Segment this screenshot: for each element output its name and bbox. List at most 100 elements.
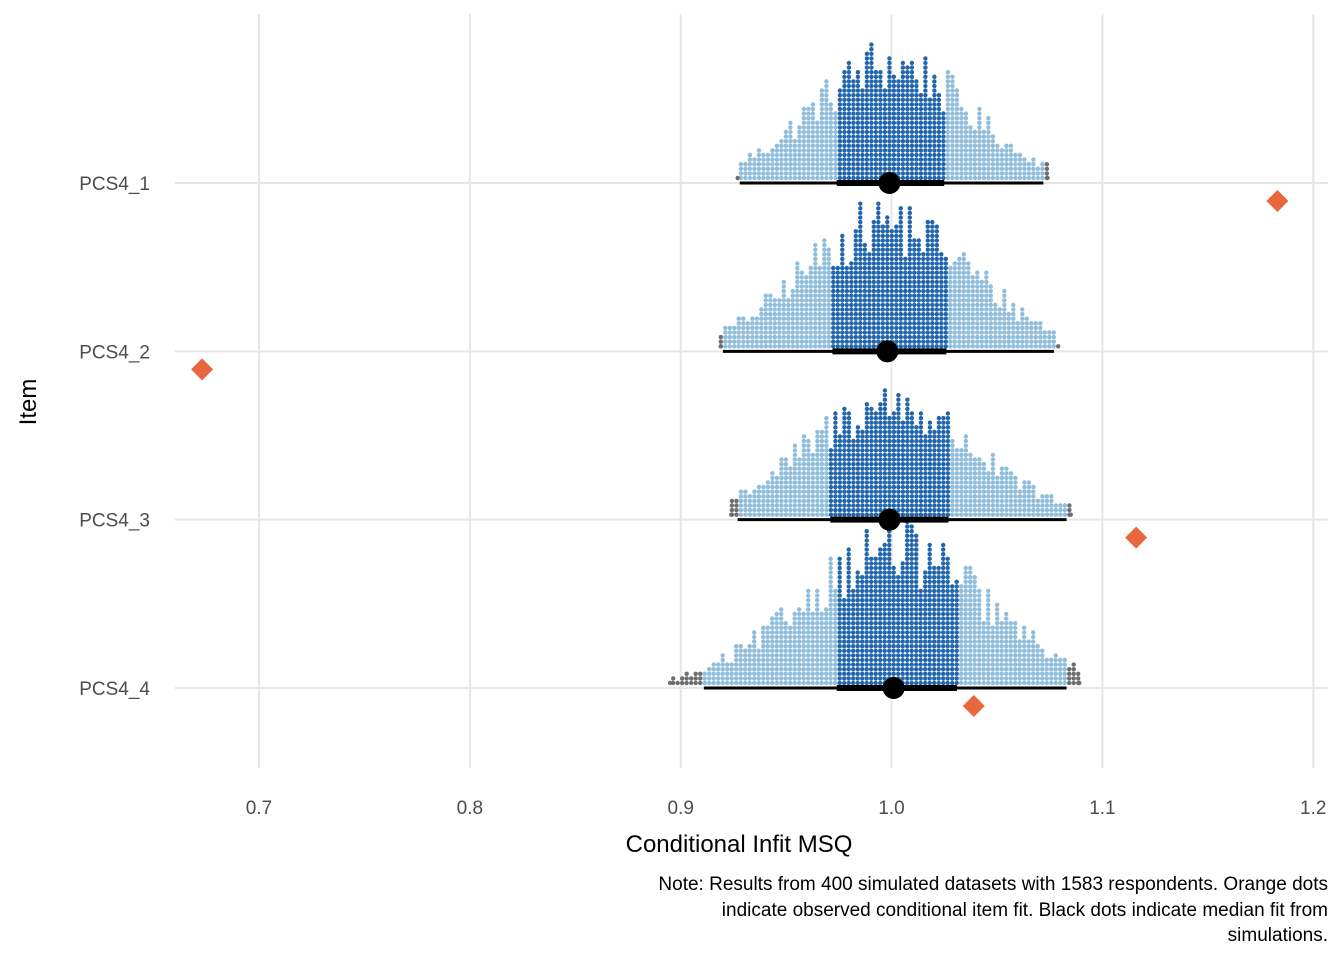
- sim-dot: [878, 634, 883, 640]
- sim-dot: [914, 120, 919, 126]
- sim-dot: [813, 265, 818, 271]
- sim-dot: [923, 634, 928, 640]
- sim-dot: [954, 639, 959, 644]
- sim-dot: [864, 148, 870, 153]
- sim-dot: [887, 565, 892, 571]
- sim-dot: [837, 625, 842, 630]
- sim-dot: [905, 621, 910, 626]
- sim-dot: [912, 339, 917, 344]
- sim-dot: [918, 111, 924, 116]
- sim-dot: [1031, 676, 1036, 681]
- sim-dot: [846, 443, 852, 448]
- sim-dot: [824, 157, 829, 162]
- sim-dot: [743, 657, 748, 663]
- sim-dot: [846, 88, 852, 93]
- sim-dot: [837, 438, 843, 444]
- sim-dot: [846, 630, 851, 635]
- sim-dot: [887, 671, 892, 676]
- sim-dot: [797, 676, 802, 681]
- sim-dot: [909, 662, 914, 667]
- sim-dot: [909, 533, 914, 538]
- sim-dot: [880, 233, 885, 239]
- sim-dot: [844, 339, 849, 344]
- sim-dot: [927, 611, 932, 617]
- sim-dot: [891, 79, 897, 84]
- sim-dot: [936, 494, 942, 499]
- sim-dot: [954, 657, 959, 663]
- sim-dot: [923, 475, 928, 481]
- sim-dot: [898, 279, 903, 285]
- sim-dot: [711, 676, 716, 681]
- sim-dot: [887, 625, 892, 630]
- sim-dot: [918, 512, 924, 517]
- sim-dot: [898, 302, 903, 308]
- sim-dot: [752, 644, 757, 649]
- y-tick-label: PCS4_3: [79, 511, 150, 532]
- sim-dot: [779, 621, 784, 626]
- sim-dot: [797, 475, 802, 481]
- sim-dot: [999, 162, 1005, 167]
- sim-dot: [941, 556, 946, 561]
- sim-dot: [842, 411, 847, 416]
- sim-dot: [671, 676, 676, 681]
- sim-dot: [887, 561, 892, 566]
- sim-dot: [1062, 662, 1067, 667]
- sim-dot: [896, 662, 901, 667]
- sim-dot: [790, 339, 795, 344]
- sim-dot: [878, 116, 883, 121]
- sim-dot: [783, 653, 788, 658]
- sim-dot: [792, 143, 798, 148]
- sim-dot: [995, 611, 1000, 617]
- sim-dot: [1035, 653, 1040, 658]
- sim-dot: [963, 611, 968, 617]
- sim-dot: [927, 588, 932, 594]
- sim-dot: [873, 175, 879, 181]
- sim-dot: [783, 466, 789, 471]
- sim-dot: [774, 662, 779, 667]
- sim-dot: [849, 284, 854, 289]
- sim-dot: [853, 256, 858, 262]
- sim-dot: [896, 425, 901, 430]
- sim-dot: [950, 157, 955, 162]
- sim-dot: [860, 588, 865, 594]
- sim-dot: [900, 611, 905, 617]
- sim-dot: [885, 307, 890, 312]
- sim-dot: [860, 657, 865, 663]
- sim-dot: [864, 461, 870, 467]
- sim-dot: [761, 639, 766, 644]
- sim-dot: [954, 598, 959, 603]
- sim-dot: [864, 162, 870, 167]
- sim-dot: [921, 265, 926, 271]
- sim-dot: [916, 242, 921, 248]
- sim-dot: [959, 461, 964, 467]
- sim-dot: [1051, 330, 1057, 335]
- sim-dot: [810, 116, 816, 121]
- sim-dot: [909, 630, 914, 635]
- sim-dot: [968, 466, 973, 471]
- sim-dot: [824, 97, 829, 103]
- sim-dot: [1024, 321, 1030, 326]
- sim-dot: [736, 330, 741, 335]
- sim-dot: [930, 224, 935, 229]
- sim-dot: [932, 97, 937, 103]
- sim-dot: [986, 657, 991, 663]
- sim-dot: [1004, 471, 1009, 476]
- sim-dot: [950, 475, 955, 481]
- sim-dot: [783, 157, 789, 162]
- sim-dot: [833, 653, 838, 658]
- sim-dot: [842, 406, 847, 412]
- sim-dot: [822, 344, 827, 349]
- sim-dot: [918, 457, 924, 462]
- sim-dot: [984, 288, 989, 294]
- sim-dot: [941, 438, 946, 444]
- sim-dot: [930, 284, 935, 289]
- sim-dot: [842, 621, 847, 626]
- sim-dot: [885, 238, 890, 243]
- sim-dot: [1011, 325, 1016, 331]
- sim-dot: [950, 634, 955, 640]
- sim-dot: [840, 275, 845, 280]
- y-tick-label: PCS4_1: [79, 174, 150, 195]
- sim-dot: [862, 330, 867, 335]
- sim-dot: [783, 484, 789, 490]
- sim-dot: [986, 512, 991, 517]
